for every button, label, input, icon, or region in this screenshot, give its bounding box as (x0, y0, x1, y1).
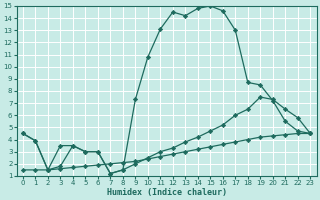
X-axis label: Humidex (Indice chaleur): Humidex (Indice chaleur) (107, 188, 227, 197)
